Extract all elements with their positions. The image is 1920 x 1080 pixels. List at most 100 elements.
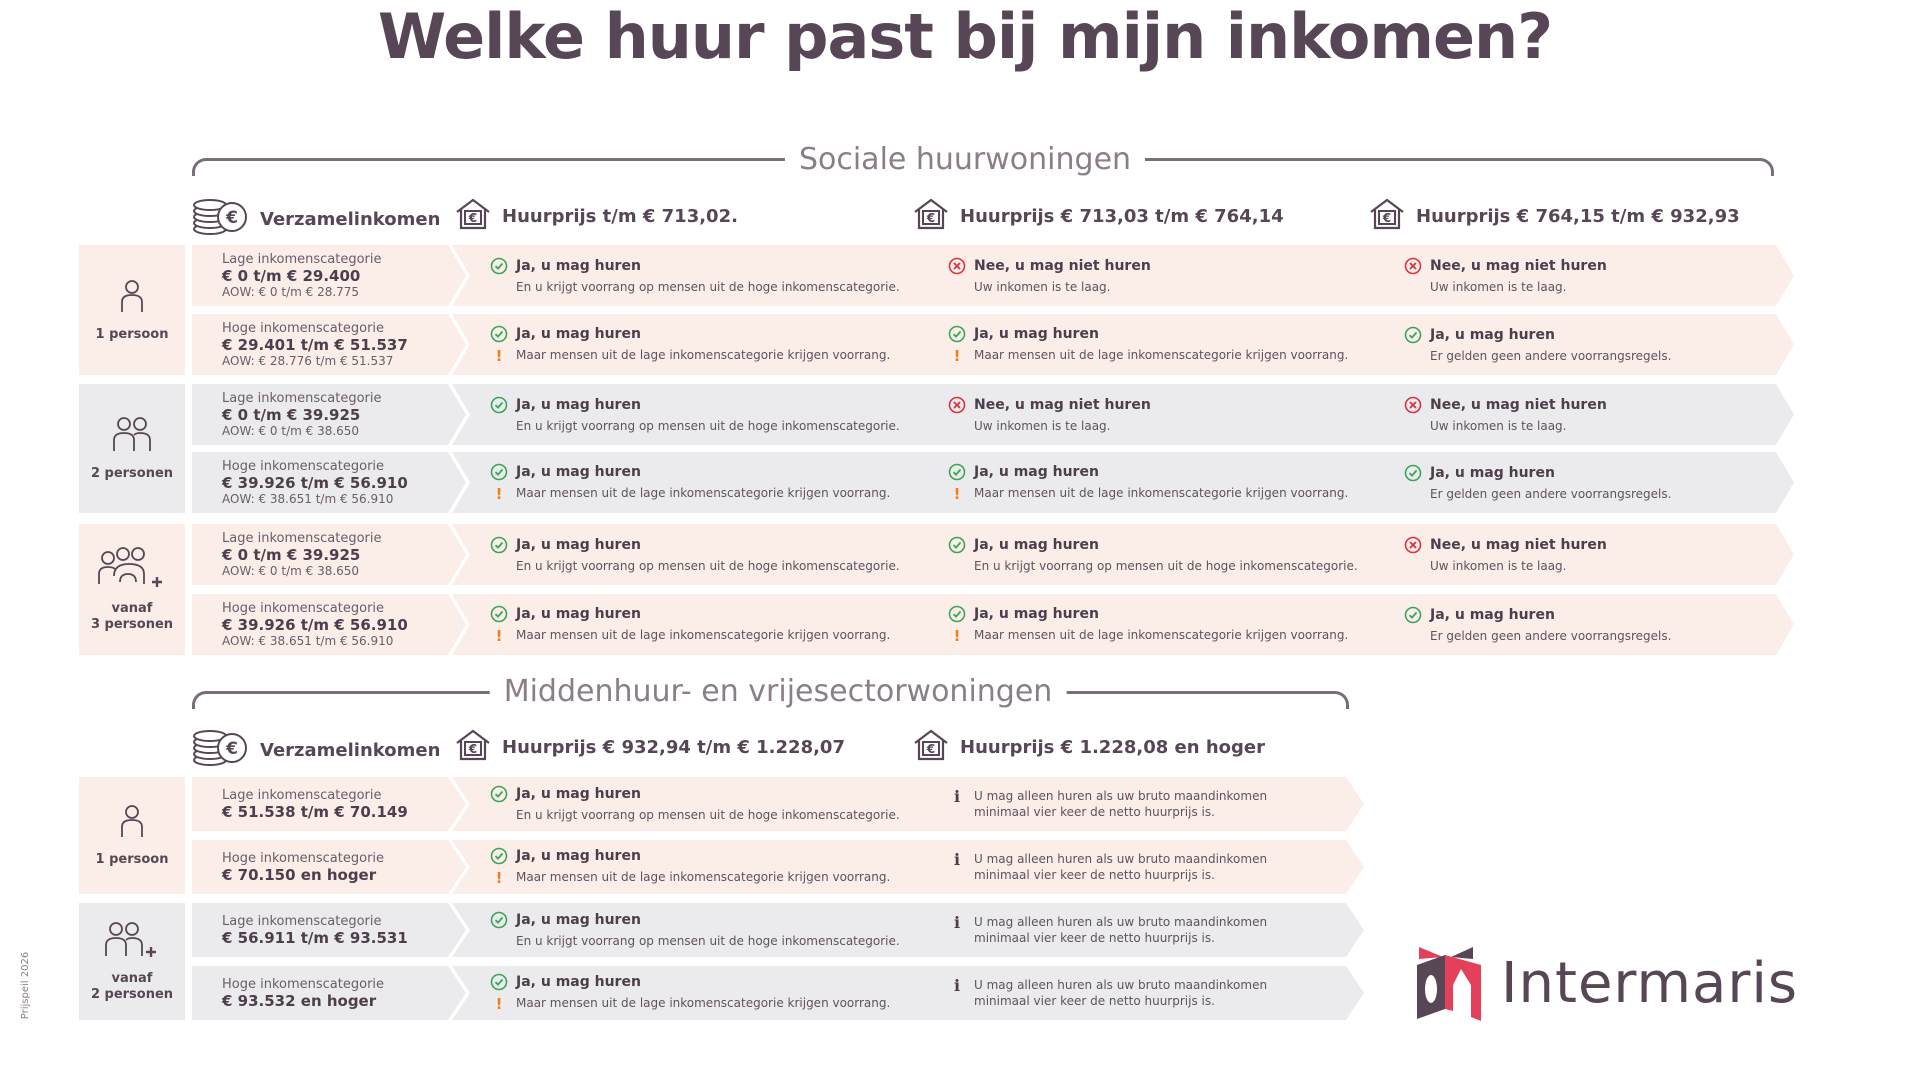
check-circle-icon	[490, 257, 508, 279]
answer-title: Nee, u mag niet huren	[1430, 536, 1607, 553]
income-category: Lage inkomenscategorie	[222, 787, 382, 803]
income-category: Hoge inkomenscategorie	[222, 601, 385, 616]
income-cell: Hoge inkomenscategorie € 29.401 t/m € 51.…	[192, 314, 466, 375]
income-cell: Hoge inkomenscategorie € 39.926 t/m € 56.…	[192, 452, 466, 513]
income-range: € 70.150 en hoger	[222, 865, 377, 884]
answer-cell: i U mag alleen huren als uw bruto maandin…	[910, 966, 1364, 1020]
check-circle-icon	[490, 396, 508, 418]
answer-sub: Er gelden geen andere voorrangsregels.	[1404, 348, 1794, 364]
income-range: € 29.401 t/m € 51.537	[222, 336, 408, 354]
answer-sub: ! Maar mensen uit de lage inkomenscategor…	[948, 485, 1388, 503]
check-circle-icon	[490, 536, 508, 558]
section-title-midden: Middenhuur- en vrijesectorwoningen	[489, 674, 1067, 710]
answer-line: i U mag alleen huren als uw bruto maandin…	[948, 914, 1364, 946]
answer-text: Uw inkomen is te laag.	[974, 279, 1111, 294]
income-range: € 93.532 en hoger	[222, 991, 377, 1010]
answer-sub: En u krijgt voorrang op mensen uit de ho…	[490, 418, 932, 434]
income-range: € 39.926 t/m € 56.910	[222, 616, 408, 634]
answer-sub: ! Maar mensen uit de lage inkomenscategor…	[490, 347, 932, 365]
check-circle-icon	[490, 911, 508, 933]
answer-sub: En u krijgt voorrang op mensen uit de ho…	[490, 933, 932, 949]
warning-icon: !	[495, 346, 503, 365]
svg-text:€: €	[468, 211, 477, 225]
answer-line: Nee, u mag niet huren	[948, 257, 1388, 279]
cross-circle-icon	[1404, 536, 1422, 558]
warning-icon: !	[495, 484, 503, 503]
person-icon	[117, 803, 147, 846]
answer-title: Ja, u mag huren	[974, 325, 1099, 342]
income-cell: Lage inkomenscategorie € 56.911 t/m € 93.…	[192, 903, 466, 957]
answer-line: i U mag alleen huren als uw bruto maandin…	[948, 788, 1364, 820]
answer-line: Ja, u mag huren	[490, 325, 932, 347]
check-circle-icon	[490, 785, 508, 807]
answer-line: Nee, u mag niet huren	[948, 396, 1388, 418]
answer-sub: Uw inkomen is te laag.	[1404, 558, 1794, 574]
household-label: 2 personen	[90, 466, 174, 481]
answer-cell: Ja, u mag huren! Maar mensen uit de lage …	[452, 594, 932, 655]
warning-icon: !	[953, 484, 961, 503]
household-1: vanaf 2 personen	[79, 903, 185, 1020]
answer-line: Nee, u mag niet huren	[1404, 257, 1794, 279]
header-label: Verzamelinkomen	[260, 209, 441, 230]
answer-text: Maar mensen uit de lage inkomenscategori…	[516, 347, 891, 362]
household-label: 3 personen	[90, 617, 174, 632]
income-cell: Lage inkomenscategorie € 0 t/m € 39.925 AO…	[192, 384, 466, 445]
cross-circle-icon	[1404, 257, 1422, 279]
answer-text: Maar mensen uit de lage inkomenscategori…	[516, 996, 891, 1010]
logo-text: Intermaris	[1501, 950, 1799, 1016]
answer-title: Ja, u mag huren	[974, 463, 1099, 480]
answer-title: Nee, u mag niet huren	[1430, 396, 1607, 413]
answer-line: Ja, u mag huren	[948, 463, 1388, 485]
aow-range: AOW: € 38.651 t/m € 56.910	[222, 492, 394, 506]
cross-circle-icon	[948, 396, 966, 418]
answer-sub: Uw inkomen is te laag.	[1404, 418, 1794, 434]
answer-cell: Ja, u mag huren! Maar mensen uit de lage …	[452, 314, 932, 375]
answer-text: Maar mensen uit de lage inkomenscategori…	[974, 485, 1349, 500]
answer-text: En u krijgt voorrang op mensen uit de ho…	[516, 418, 900, 433]
answer-line: Ja, u mag huren	[490, 911, 932, 933]
answer-cell: Ja, u mag huren Er gelden geen andere voo…	[1366, 452, 1794, 513]
income-range: € 0 t/m € 39.925	[222, 406, 361, 424]
answer-line: Nee, u mag niet huren	[1404, 396, 1794, 418]
income-category: Hoge inkomenscategorie	[222, 976, 385, 992]
price-level-note: Prijspeil 2026	[20, 951, 32, 1020]
answer-text: En u krijgt voorrang op mensen uit de ho…	[516, 934, 900, 948]
svg-text:€: €	[468, 742, 477, 756]
answer-text: En u krijgt voorrang op mensen uit de ho…	[516, 558, 900, 573]
answer-title: Nee, u mag niet huren	[1430, 257, 1607, 274]
answer-title: Ja, u mag huren	[974, 536, 1099, 553]
house-euro-icon: €	[912, 197, 950, 236]
income-category: Lage inkomenscategorie	[222, 531, 382, 546]
answer-text: Er gelden geen andere voorrangsregels.	[1430, 348, 1672, 363]
answer-text: U mag alleen huren als uw bruto maandink…	[974, 915, 1268, 945]
two-persons-plus-icon	[102, 920, 162, 965]
answer-text: U mag alleen huren als uw bruto maandink…	[974, 978, 1268, 1008]
answer-text: Maar mensen uit de lage inkomenscategori…	[516, 870, 891, 884]
household-2: vanaf 3 personen	[79, 524, 185, 655]
answer-cell: Nee, u mag niet huren Uw inkomen is te la…	[910, 245, 1388, 306]
income-cell: Lage inkomenscategorie € 51.538 t/m € 70.…	[192, 777, 466, 831]
svg-text:€: €	[926, 742, 935, 756]
answer-cell: Ja, u mag huren! Maar mensen uit de lage …	[910, 314, 1388, 375]
answer-title: Ja, u mag huren	[974, 605, 1099, 622]
svg-text:€: €	[225, 208, 238, 228]
check-circle-icon	[1404, 464, 1422, 486]
header-rent-3: € Huurprijs € 764,15 t/m € 932,93	[1368, 197, 1740, 236]
answer-cell: Nee, u mag niet huren Uw inkomen is te la…	[1366, 524, 1794, 585]
income-category: Hoge inkomenscategorie	[222, 321, 385, 336]
aow-range: AOW: € 0 t/m € 38.650	[222, 564, 360, 578]
svg-text:€: €	[926, 211, 935, 225]
answer-sub: ! Maar mensen uit de lage inkomenscategor…	[948, 627, 1388, 645]
answer-title: Nee, u mag niet huren	[974, 257, 1151, 274]
family-icon	[96, 546, 168, 595]
answer-line: Ja, u mag huren	[490, 536, 932, 558]
check-circle-icon	[490, 325, 508, 347]
answer-cell: Ja, u mag huren! Maar mensen uit de lage …	[452, 840, 932, 894]
answer-title: Ja, u mag huren	[516, 536, 641, 553]
answer-cell: Nee, u mag niet huren Uw inkomen is te la…	[1366, 384, 1794, 445]
cross-circle-icon	[948, 257, 966, 279]
income-range: € 56.911 t/m € 93.531	[222, 928, 408, 947]
answer-cell: Ja, u mag huren En u krijgt voorrang op m…	[910, 524, 1388, 585]
household-label: vanaf	[111, 971, 153, 986]
check-circle-icon	[1404, 606, 1422, 628]
